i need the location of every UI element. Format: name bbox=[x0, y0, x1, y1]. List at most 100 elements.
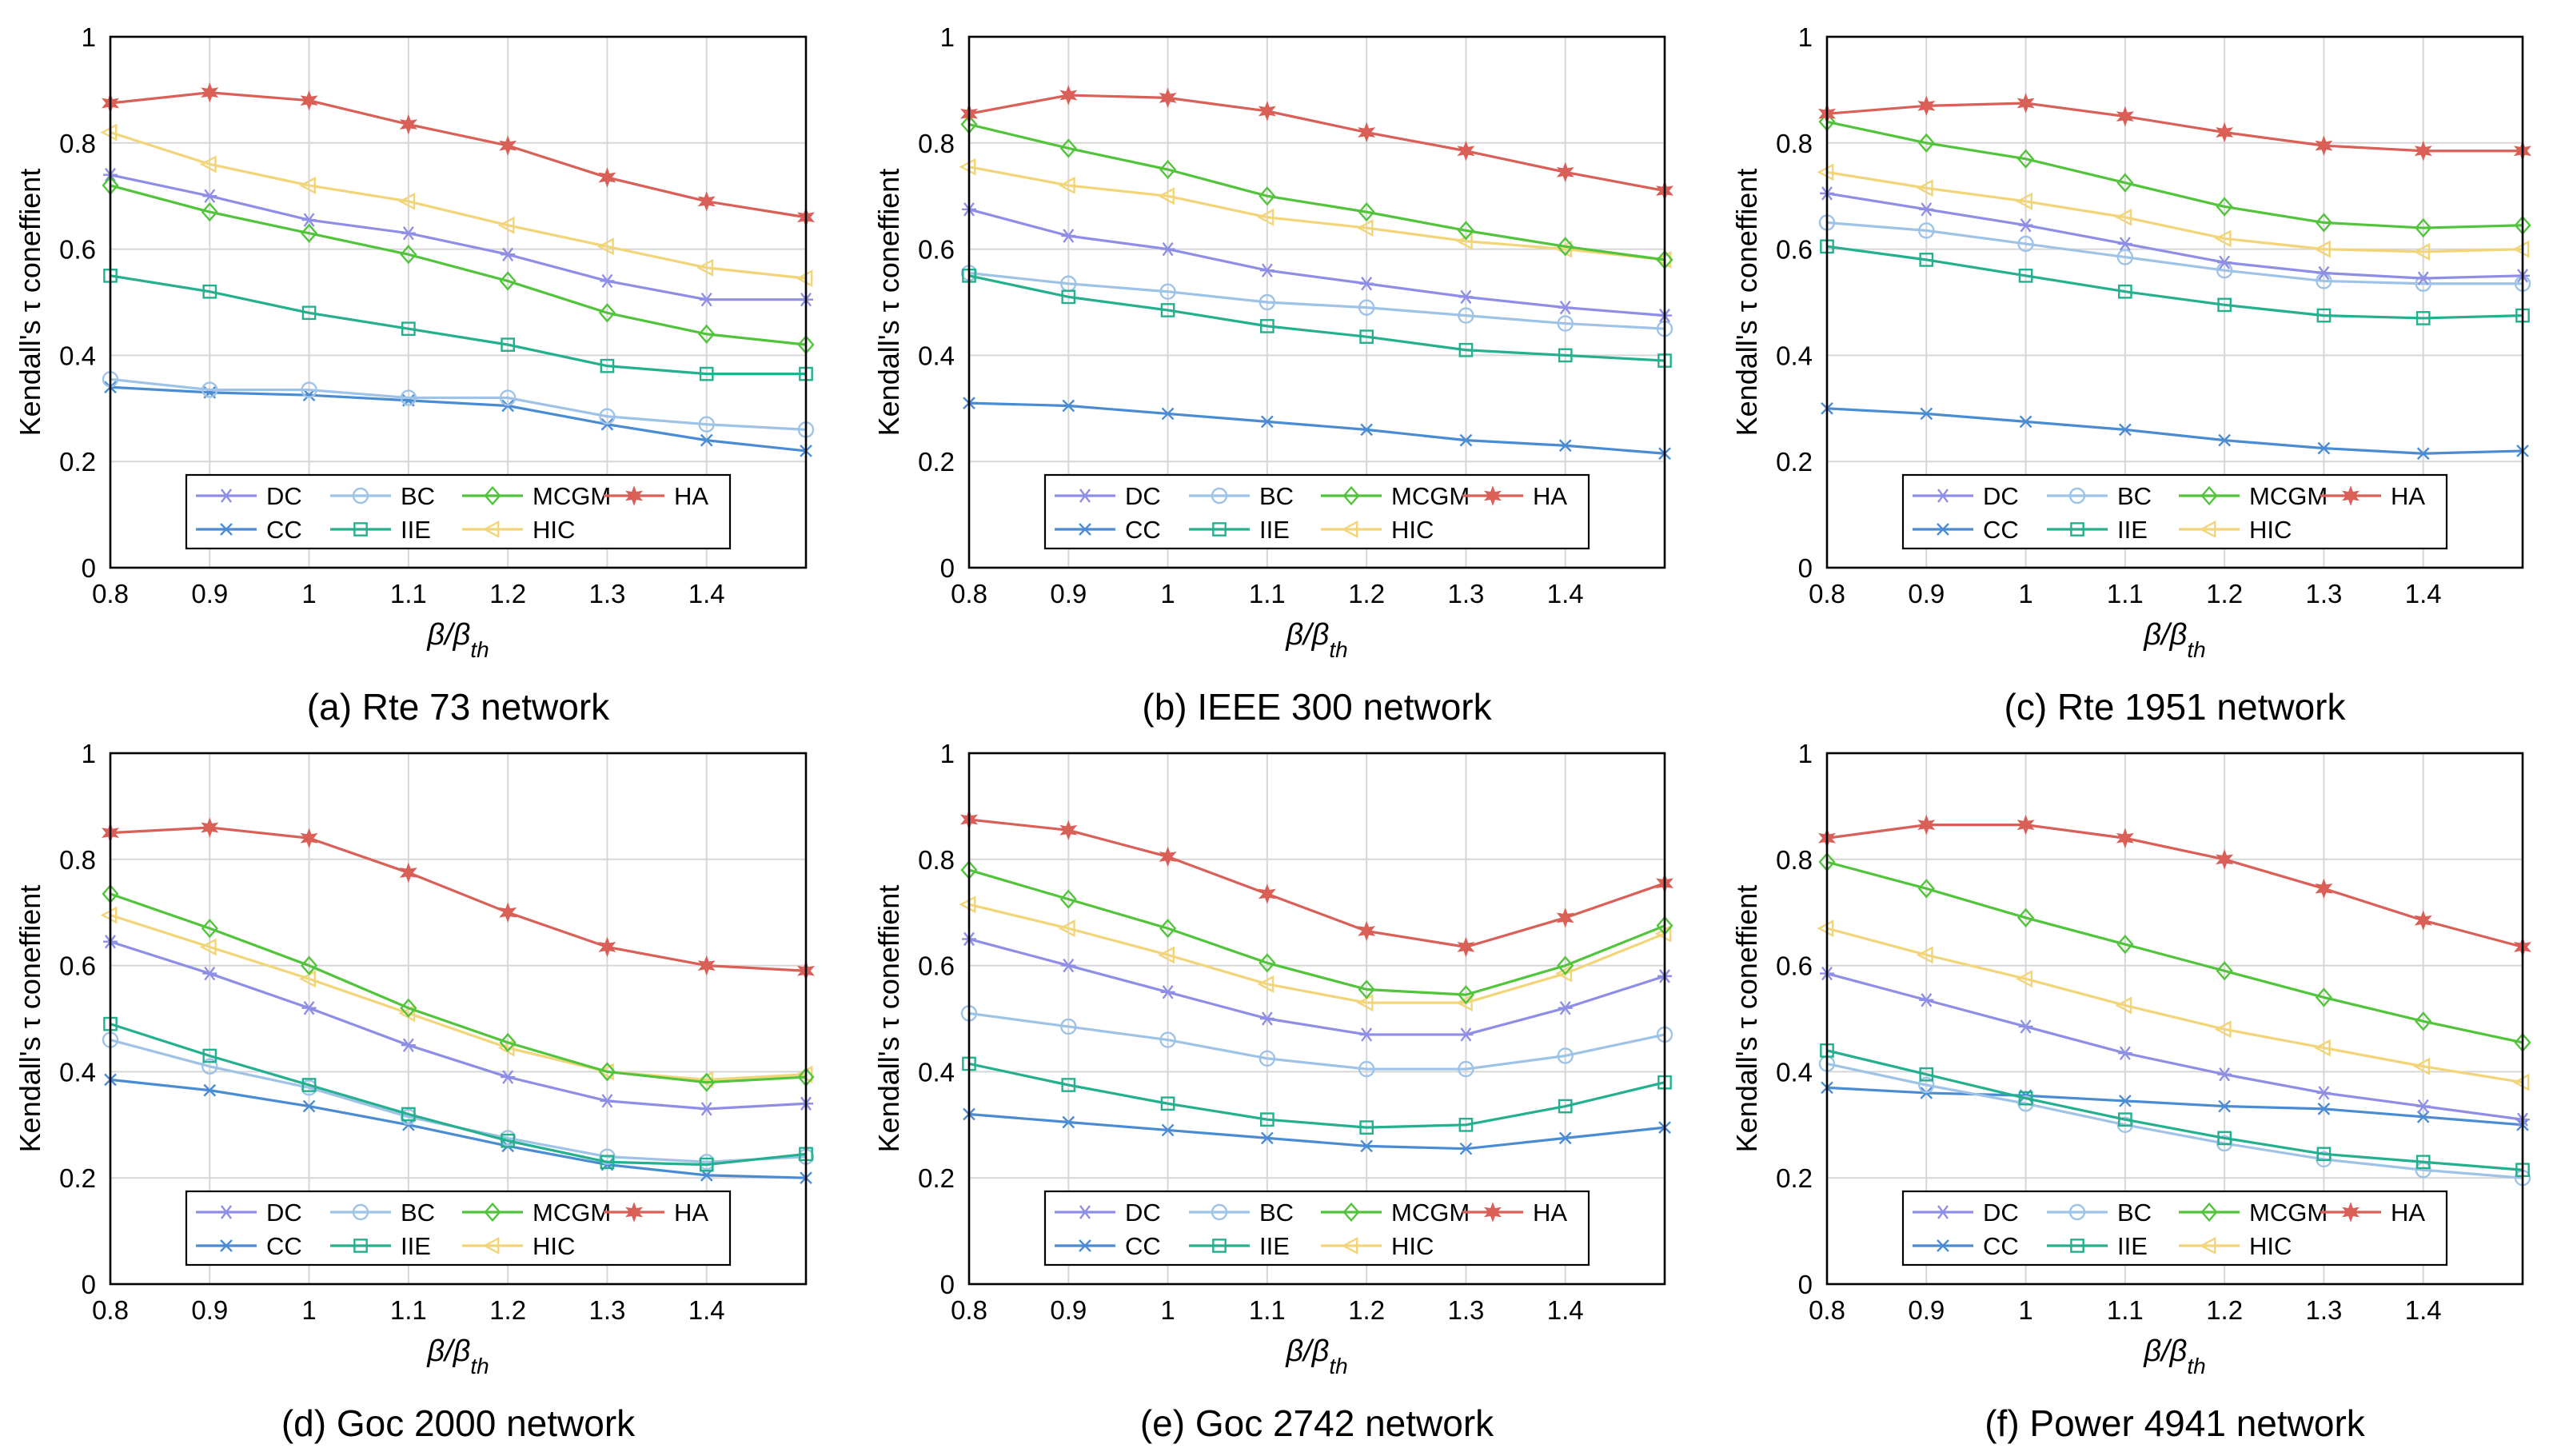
legend-marker-bc bbox=[352, 1203, 369, 1221]
data-point-dc bbox=[1061, 229, 1076, 243]
data-point-mcgm bbox=[2315, 987, 2333, 1007]
series-line-cc bbox=[968, 401, 1665, 455]
legend-label-cc: CC bbox=[1983, 1232, 2019, 1260]
data-point-dc bbox=[301, 213, 317, 227]
legend-marker-mcgm bbox=[1342, 485, 1360, 506]
data-point-ha bbox=[697, 955, 716, 976]
legend-label-iie: IIE bbox=[401, 516, 431, 544]
data-point-iie bbox=[2415, 1155, 2431, 1170]
legend-marker-dc bbox=[1078, 1205, 1092, 1219]
data-point-dc bbox=[600, 273, 615, 289]
legend-marker-ha bbox=[624, 485, 644, 506]
x-tick-label: 0.9 bbox=[191, 579, 228, 608]
data-point-hic bbox=[1916, 179, 1933, 197]
series-line-ha bbox=[110, 91, 807, 219]
data-point-dc bbox=[2018, 1019, 2033, 1034]
data-point-hic bbox=[1654, 250, 1672, 269]
y-tick-label: 1 bbox=[940, 22, 955, 52]
legend-marker-bc bbox=[1211, 1203, 1228, 1221]
legend-marker-cc bbox=[1937, 1239, 1949, 1252]
data-point-mcgm bbox=[2016, 908, 2035, 928]
legend-item-hic: HIC bbox=[1321, 516, 1434, 544]
legend-item-dc: DC bbox=[1913, 1199, 2019, 1227]
legend-item-iie: IIE bbox=[2047, 516, 2148, 544]
legend-marker-cc bbox=[1937, 523, 1949, 536]
data-point-mcgm bbox=[1358, 979, 1375, 999]
data-point-iie bbox=[2415, 311, 2431, 325]
y-tick-label: 0.6 bbox=[1776, 951, 1813, 981]
series-iie bbox=[1820, 239, 2530, 325]
legend-item-bc: BC bbox=[330, 482, 435, 510]
data-point-dc bbox=[401, 225, 416, 241]
series-line-bc bbox=[1826, 221, 2523, 285]
y-tick-label: 0 bbox=[1798, 1270, 1813, 1299]
legend-item-cc: CC bbox=[1913, 1232, 2019, 1260]
data-point-dc bbox=[1359, 277, 1374, 291]
series-iie bbox=[1820, 1043, 2530, 1178]
data-point-ha bbox=[300, 90, 318, 111]
legend-label-mcgm: MCGM bbox=[533, 1199, 611, 1227]
data-point-dc bbox=[1359, 1027, 1374, 1042]
data-point-mcgm bbox=[2116, 934, 2134, 955]
series-line-bc bbox=[110, 377, 807, 431]
data-point-bc bbox=[1259, 293, 1276, 311]
data-point-hic bbox=[398, 192, 416, 210]
data-point-mcgm bbox=[1917, 879, 1935, 899]
data-point-ha bbox=[499, 135, 517, 156]
legend-label-dc: DC bbox=[266, 482, 302, 510]
x-tick-label: 1.3 bbox=[588, 1295, 625, 1325]
legend-box bbox=[1043, 1190, 1590, 1267]
legend-item-hic: HIC bbox=[462, 1232, 575, 1260]
data-point-cc bbox=[1459, 1142, 1473, 1155]
data-point-ha bbox=[499, 902, 517, 923]
series-line-ha bbox=[1826, 824, 2523, 948]
x-axis-label: β/βth bbox=[426, 1334, 489, 1378]
data-point-mcgm bbox=[1917, 133, 1935, 153]
series-hic bbox=[1817, 163, 2530, 261]
series-line-hic bbox=[1826, 927, 2523, 1084]
data-point-cc bbox=[2019, 415, 2032, 429]
data-point-cc bbox=[1161, 1123, 1175, 1137]
series-line-ha bbox=[968, 94, 1665, 193]
data-point-dc bbox=[1919, 993, 1934, 1007]
panel-caption: (c) Rte 1951 network bbox=[2005, 686, 2347, 728]
series-line-hic bbox=[968, 166, 1665, 261]
y-tick-label: 0.8 bbox=[59, 845, 96, 875]
data-point-ha bbox=[1556, 908, 1574, 928]
data-point-cc bbox=[2317, 441, 2331, 455]
data-point-bc bbox=[1557, 315, 1574, 332]
data-point-bc bbox=[1458, 1060, 1474, 1078]
series-line-hic bbox=[1826, 170, 2523, 253]
data-point-hic bbox=[596, 237, 614, 256]
data-point-cc bbox=[203, 1083, 217, 1097]
legend-marker-ha bbox=[2341, 1202, 2360, 1223]
legend-label-cc: CC bbox=[266, 1232, 302, 1260]
data-point-mcgm bbox=[1259, 186, 1276, 206]
series-bc bbox=[960, 1005, 1673, 1078]
legend-item-ha: HA bbox=[2320, 1199, 2425, 1227]
series-line-iie bbox=[110, 274, 806, 376]
data-point-dc bbox=[1919, 202, 1934, 217]
y-tick-label: 0.4 bbox=[1776, 1057, 1813, 1087]
x-tick-label: 0.9 bbox=[1908, 1295, 1945, 1325]
series-line-dc bbox=[1826, 972, 2523, 1121]
data-point-hic bbox=[696, 258, 714, 277]
legend-marker-bc bbox=[352, 487, 369, 505]
series-line-hic bbox=[968, 903, 1665, 1004]
data-point-bc bbox=[2116, 249, 2134, 265]
y-tick-label: 0 bbox=[82, 553, 96, 583]
y-tick-label: 0.2 bbox=[59, 447, 96, 477]
data-point-hic bbox=[2016, 192, 2032, 210]
data-point-bc bbox=[2116, 1116, 2134, 1134]
legend-marker-mcgm bbox=[2200, 485, 2218, 506]
series-line-mcgm bbox=[110, 892, 807, 1084]
series-line-dc bbox=[110, 174, 806, 301]
series-line-iie bbox=[1826, 1049, 2523, 1171]
data-point-cc bbox=[2416, 1110, 2430, 1123]
data-point-dc bbox=[2316, 1086, 2332, 1100]
series-line-mcgm bbox=[1826, 860, 2523, 1044]
data-point-bc bbox=[301, 381, 317, 398]
data-point-ha bbox=[2016, 93, 2035, 114]
series-line-hic bbox=[110, 913, 807, 1081]
data-point-ha bbox=[1159, 87, 1177, 109]
